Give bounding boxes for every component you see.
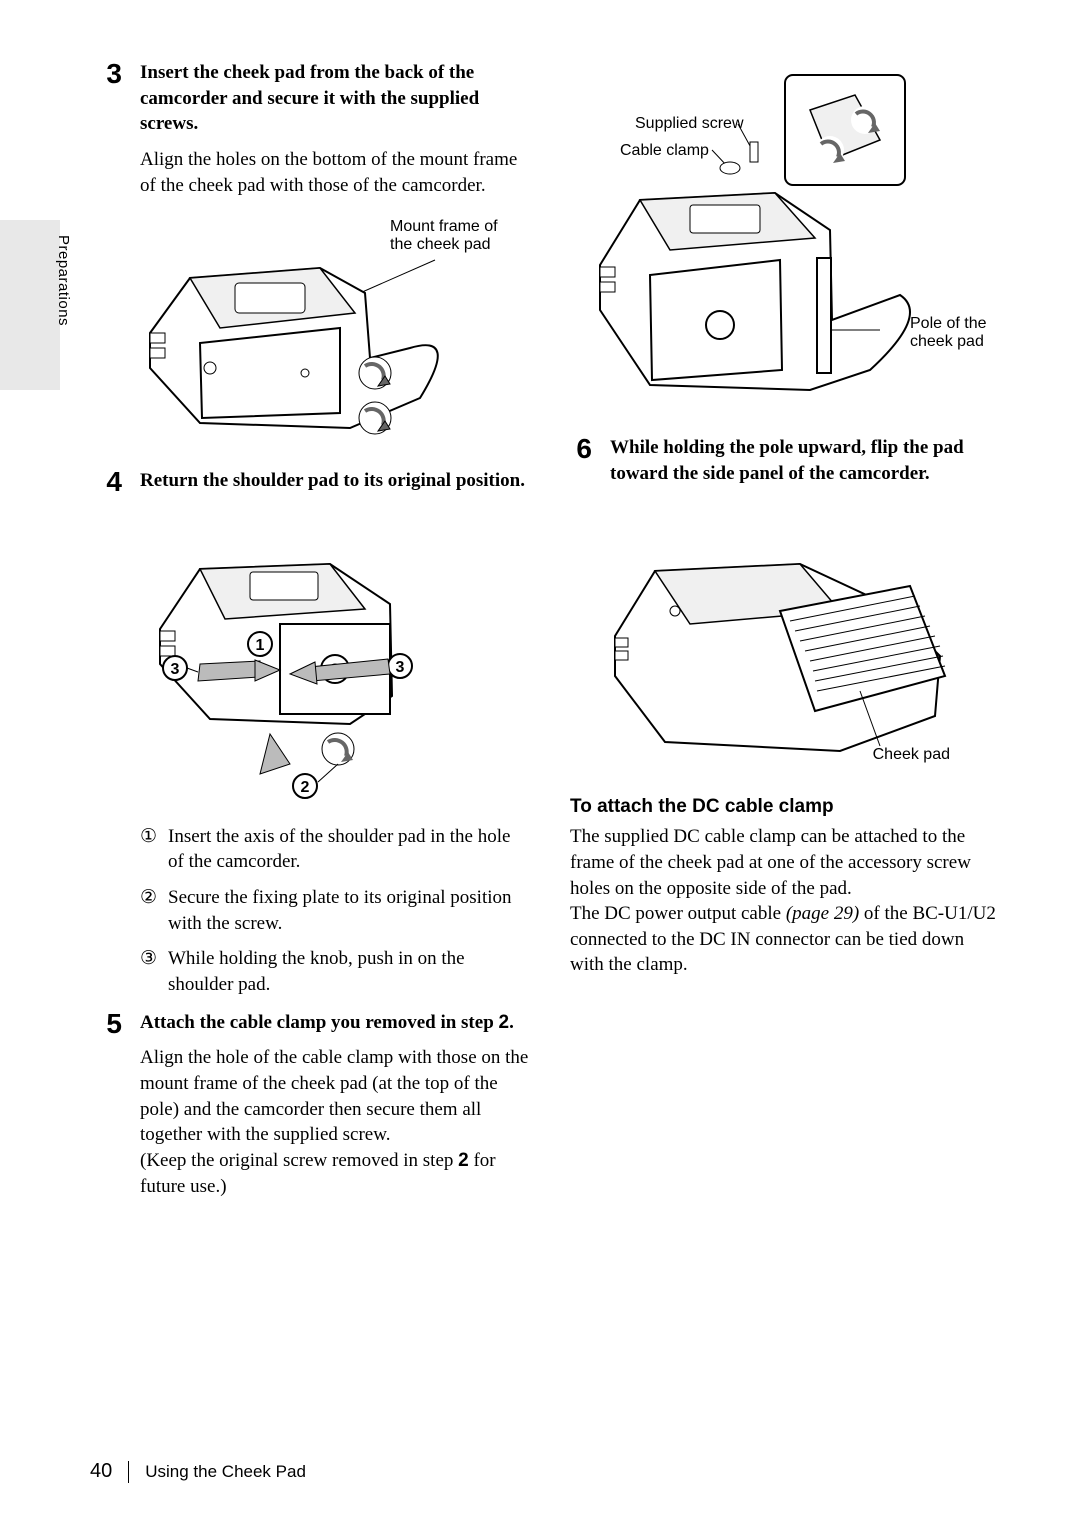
figure-label: Mount frame of the cheek pad [390, 218, 510, 254]
sub-item-text: While holding the knob, push in on the s… [168, 946, 530, 997]
step-3: 3 Insert the cheek pad from the back of … [100, 60, 530, 198]
step-body: Return the shoulder pad to its original … [140, 468, 530, 504]
step-body: While holding the pole upward, flip the … [610, 435, 1000, 496]
side-tab [0, 220, 60, 390]
dc-clamp-paragraph: The DC power output cable (page 29) of t… [570, 901, 1000, 978]
svg-text:1: 1 [256, 637, 265, 654]
step-title: Insert the cheek pad from the back of th… [140, 60, 530, 137]
right-column: Supplied screw Cable clamp Pole of the c… [570, 60, 1000, 1211]
page-number: 40 [90, 1460, 112, 1483]
step-number: 6 [570, 435, 592, 496]
step-body: Attach the cable clamp you removed in st… [140, 1010, 530, 1199]
step-body: Insert the cheek pad from the back of th… [140, 60, 530, 198]
figure-label-supplied-screw: Supplied screw [635, 115, 744, 133]
step-5: 5 Attach the cable clamp you removed in … [100, 1010, 530, 1199]
figure-label-cheek-pad: Cheek pad [873, 746, 950, 764]
figure-label-cable-clamp: Cable clamp [620, 142, 709, 160]
figure-step4: 1 3 3 2 [140, 524, 530, 804]
svg-text:2: 2 [301, 779, 310, 796]
step4-sublist: ① Insert the axis of the shoulder pad in… [140, 824, 530, 998]
footer-divider-icon [128, 1461, 129, 1483]
sub-item: ② Secure the fixing plate to its origina… [140, 885, 530, 936]
circled-2-icon: ② [140, 885, 160, 936]
step-title: While holding the pole upward, flip the … [610, 435, 1000, 486]
sub-item: ③ While holding the knob, push in on the… [140, 946, 530, 997]
dc-clamp-paragraph: The supplied DC cable clamp can be attac… [570, 824, 1000, 901]
content-columns: 3 Insert the cheek pad from the back of … [100, 60, 1010, 1211]
step-6: 6 While holding the pole upward, flip th… [570, 435, 1000, 496]
figure-label-pole: Pole of the cheek pad [910, 315, 1000, 351]
svg-text:3: 3 [171, 661, 180, 678]
sub-item: ① Insert the axis of the shoulder pad in… [140, 824, 530, 875]
figure-step6: Cheek pad [600, 516, 1000, 776]
side-section-label: Preparations [55, 235, 72, 326]
page-footer: 40 Using the Cheek Pad [90, 1460, 306, 1483]
page-reference: (page 29) [786, 903, 859, 924]
sub-item-text: Secure the fixing plate to its original … [168, 885, 530, 936]
circled-3-icon: ③ [140, 946, 160, 997]
step-number: 4 [100, 468, 122, 504]
dc-clamp-heading: To attach the DC cable clamp [570, 796, 1000, 818]
diagram-cable-clamp [570, 70, 990, 415]
step-title: Attach the cable clamp you removed in st… [140, 1010, 530, 1036]
circled-1-icon: ① [140, 824, 160, 875]
sub-item-text: Insert the axis of the shoulder pad in t… [168, 824, 530, 875]
step-description: Align the holes on the bottom of the mou… [140, 147, 530, 198]
step-title: Return the shoulder pad to its original … [140, 468, 530, 494]
diagram-shoulder-pad-return: 1 3 3 2 [140, 524, 500, 804]
step-description: Align the hole of the cable clamp with t… [140, 1045, 530, 1199]
step-4: 4 Return the shoulder pad to its origina… [100, 468, 530, 504]
footer-section-title: Using the Cheek Pad [145, 1462, 306, 1482]
step-number: 5 [100, 1010, 122, 1199]
diagram-flip-pad [600, 516, 980, 776]
figure-step3: Mount frame of the cheek pad [140, 218, 530, 448]
left-column: 3 Insert the cheek pad from the back of … [100, 60, 530, 1211]
svg-text:3: 3 [396, 659, 405, 676]
step-number: 3 [100, 60, 122, 198]
figure-step5: Supplied screw Cable clamp Pole of the c… [570, 70, 1000, 415]
